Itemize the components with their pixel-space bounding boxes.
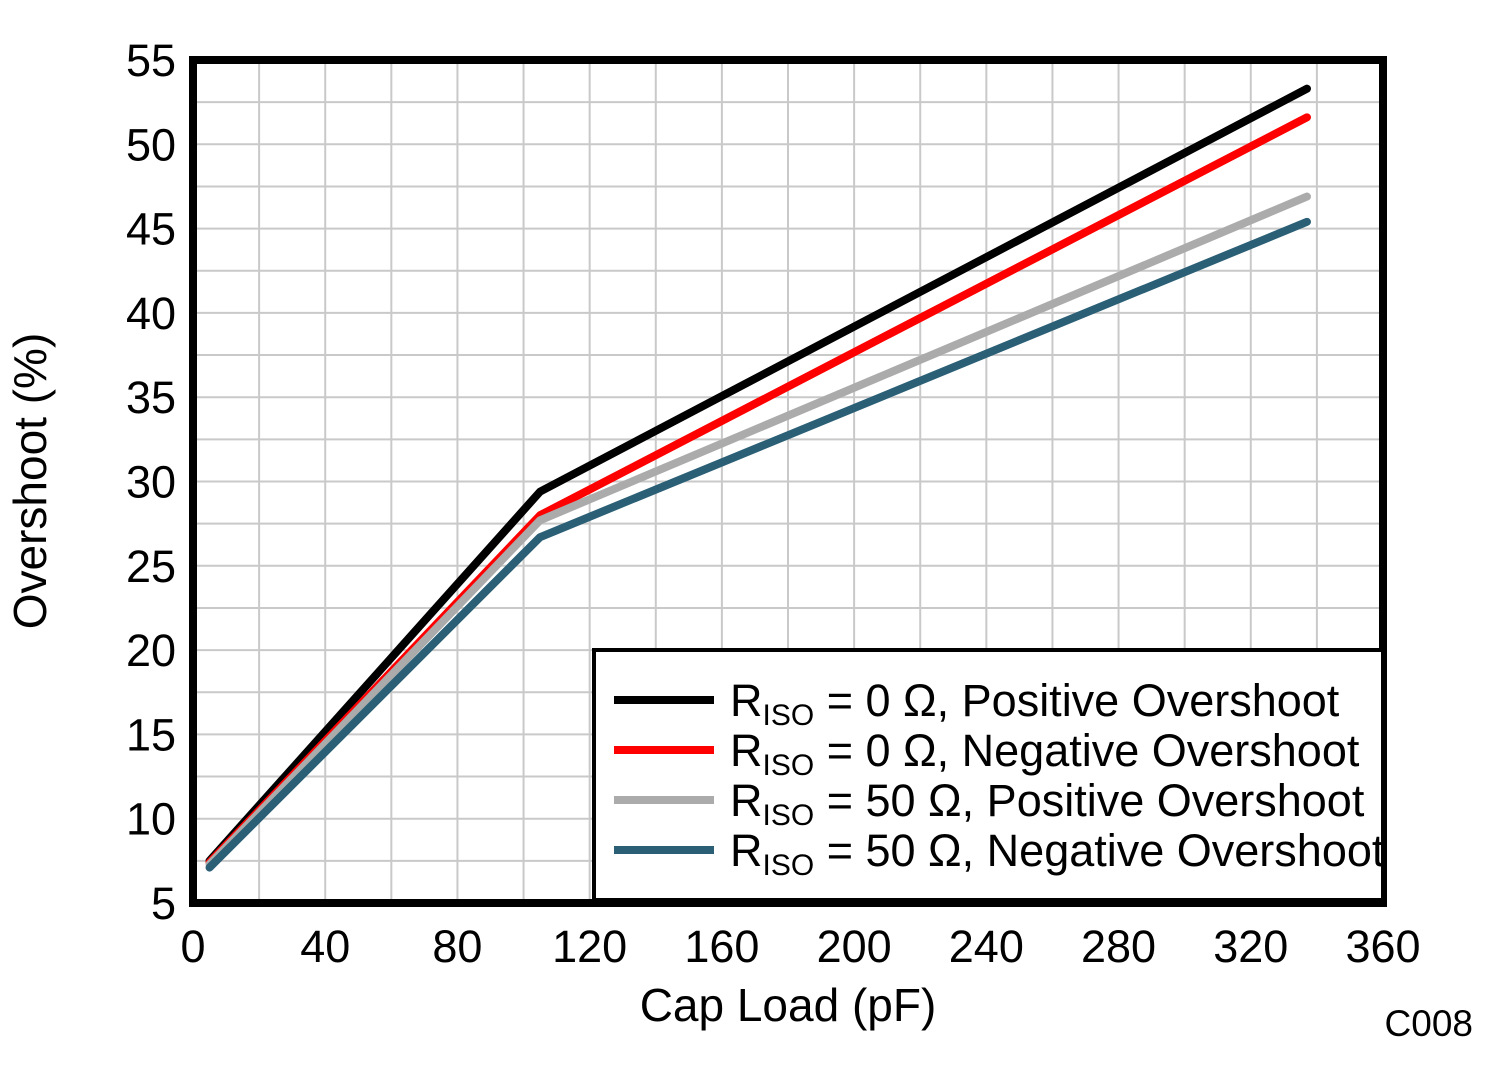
x-tick-label: 40 [300, 921, 350, 972]
y-tick-label: 40 [126, 288, 176, 339]
series-line-0 [205, 84, 1311, 865]
legend-item: RISO = 50 Ω, Positive Overshoot [614, 775, 1365, 832]
series-line-2 [205, 192, 1311, 869]
x-tick-label: 160 [684, 921, 759, 972]
x-tick-label: 280 [1081, 921, 1156, 972]
x-tick-label: 80 [432, 921, 482, 972]
x-tick-label: 200 [817, 921, 892, 972]
x-tick-labels: 0 40 80 120 160 200 240 280 320 360 [180, 921, 1420, 972]
y-tick-label: 15 [126, 709, 176, 760]
y-tick-label: 45 [126, 204, 176, 255]
y-tick-label: 50 [126, 119, 176, 170]
y-tick-label: 35 [126, 372, 176, 423]
y-tick-label: 5 [151, 878, 176, 929]
series-line-3 [205, 217, 1311, 872]
y-tick-labels: 5 10 15 20 25 30 35 40 45 50 55 [126, 35, 176, 929]
legend-label: RISO = 50 Ω, Negative Overshoot [730, 825, 1385, 882]
y-axis-title: Overshoot (%) [4, 333, 56, 630]
y-tick-label: 55 [126, 35, 176, 86]
x-tick-label: 120 [552, 921, 627, 972]
legend-label: RISO = 50 Ω, Positive Overshoot [730, 775, 1365, 832]
series-lines [205, 84, 1311, 872]
x-tick-label: 360 [1345, 921, 1420, 972]
legend-box [592, 648, 1385, 902]
y-tick-label: 20 [126, 625, 176, 676]
x-axis-title: Cap Load (pF) [640, 979, 937, 1031]
x-tick-label: 0 [180, 921, 205, 972]
legend-label: RISO = 0 Ω, Negative Overshoot [730, 725, 1360, 782]
figure-code-label: C008 [1385, 1003, 1473, 1044]
legend-item: RISO = 0 Ω, Positive Overshoot [614, 675, 1340, 732]
x-tick-label: 320 [1213, 921, 1288, 972]
legend-label: RISO = 0 Ω, Positive Overshoot [730, 675, 1340, 732]
legend-item: RISO = 50 Ω, Negative Overshoot [614, 825, 1385, 882]
y-tick-label: 10 [126, 794, 176, 845]
x-tick-label: 240 [949, 921, 1024, 972]
legend-item: RISO = 0 Ω, Negative Overshoot [614, 725, 1360, 782]
plot-frame [189, 56, 1387, 907]
y-tick-label: 25 [126, 541, 176, 592]
y-tick-label: 30 [126, 457, 176, 508]
